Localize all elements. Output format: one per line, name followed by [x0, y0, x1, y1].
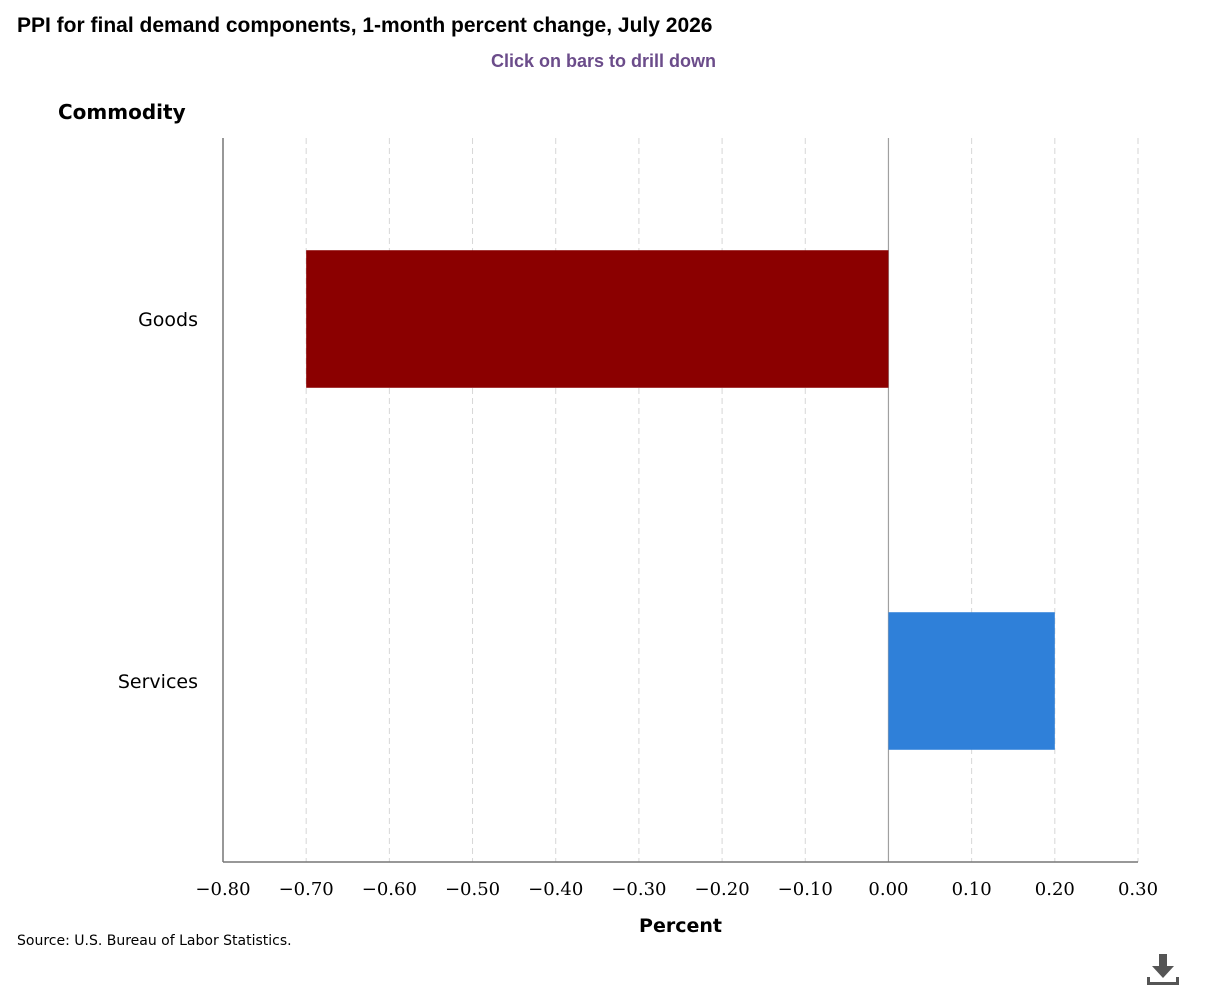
download-icon [1147, 954, 1179, 985]
bar-goods[interactable] [306, 250, 889, 388]
x-tick-label: 0.20 [1035, 879, 1075, 900]
x-tick-label: 0.10 [952, 879, 992, 900]
y-axis-title: Commodity [58, 100, 186, 124]
x-tick-label: −0.40 [528, 879, 583, 900]
bar-chart: Goods Services −0.80 −0.70 −0.60 −0.50 −0.40 −0… [118, 138, 1158, 937]
category-label: Goods [138, 309, 198, 331]
x-tick-label: −0.30 [611, 879, 666, 900]
category-label: Services [118, 671, 198, 693]
x-tick-label: 0.00 [868, 879, 908, 900]
x-tick-label: −0.70 [279, 879, 334, 900]
x-tick-label: 0.30 [1118, 879, 1158, 900]
x-tick-label: −0.80 [195, 879, 250, 900]
chart-title: PPI for final demand components, 1-month… [17, 14, 713, 37]
download-button[interactable] [1143, 950, 1183, 990]
x-tick-label: −0.60 [362, 879, 417, 900]
x-axis-title: Percent [639, 915, 722, 937]
bar-services[interactable] [888, 612, 1055, 750]
source-note: Source: U.S. Bureau of Labor Statistics. [17, 933, 292, 949]
x-tick-label: −0.10 [778, 879, 833, 900]
x-tick-label: −0.50 [445, 879, 500, 900]
x-tick-label: −0.20 [695, 879, 750, 900]
chart-subtitle: Click on bars to drill down [490, 51, 717, 71]
